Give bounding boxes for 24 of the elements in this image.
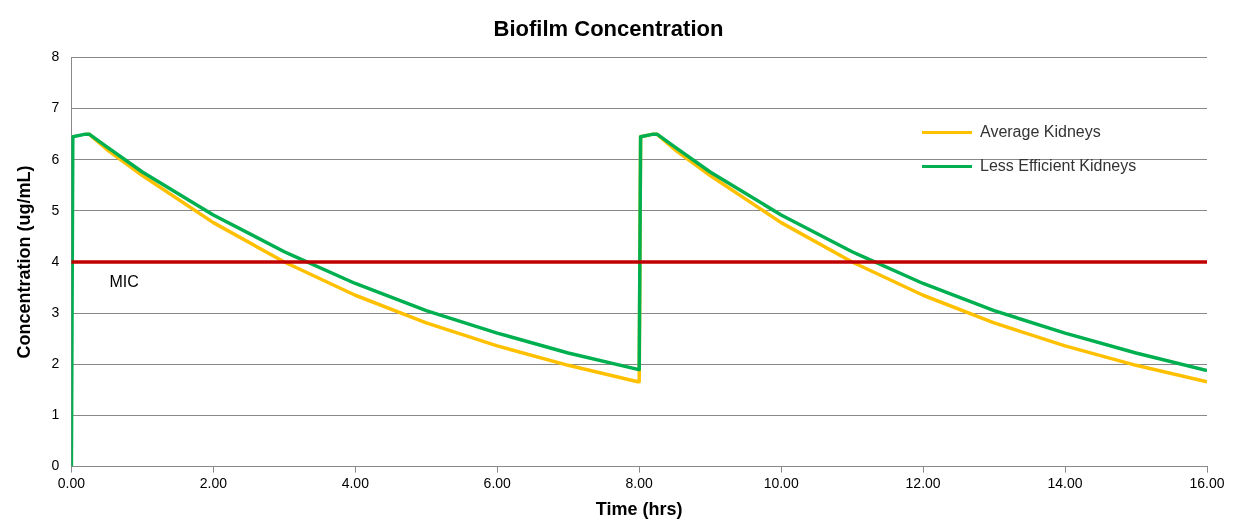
legend-label: Average Kidneys (980, 122, 1101, 140)
x-tick-label: 16.00 (1189, 474, 1225, 491)
x-tick-label: 4.00 (341, 474, 370, 491)
x-tick-label: 2.00 (199, 474, 228, 491)
y-tick-label: 0 (51, 457, 60, 474)
y-axis-title: Concentration (ug/mL) (13, 165, 34, 359)
x-axis-title: Time (hrs) (595, 499, 683, 520)
x-tick-label: 6.00 (483, 474, 512, 491)
y-tick-label: 7 (51, 99, 60, 116)
ref-line-label: MIC (109, 273, 139, 291)
legend-label: Less Efficient Kidneys (980, 156, 1137, 174)
y-tick-label: 2 (51, 355, 60, 372)
x-tick-label: 14.00 (1047, 474, 1083, 491)
x-tick-label: 0.00 (57, 474, 86, 491)
y-tick-label: 4 (51, 252, 60, 269)
chart-title: Biofilm Concentration (493, 16, 724, 42)
y-tick-label: 6 (51, 150, 60, 167)
y-tick-label: 1 (51, 406, 60, 423)
y-tick-label: 8 (51, 48, 60, 65)
x-tick-label: 12.00 (905, 474, 941, 491)
x-tick-label: 8.00 (625, 474, 654, 491)
y-tick-label: 5 (51, 201, 60, 218)
y-tick-label: 3 (51, 304, 60, 321)
x-tick-label: 10.00 (763, 474, 799, 491)
